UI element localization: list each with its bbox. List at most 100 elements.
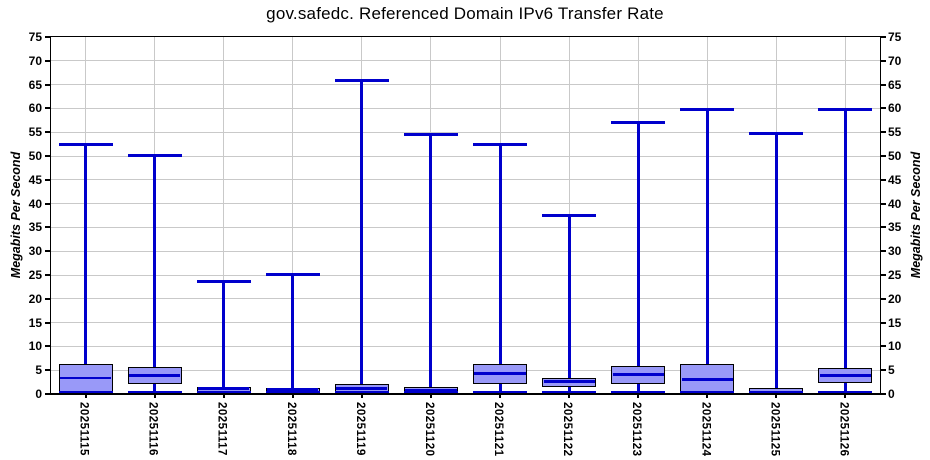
whisker-upper	[360, 80, 364, 384]
y-tick-right	[880, 274, 886, 276]
x-tick	[775, 394, 778, 398]
whisker-cap-min	[196, 391, 251, 394]
y-tick-label-left: 20	[28, 291, 42, 306]
h-gridline	[51, 107, 880, 109]
x-tick-label: 20251126	[837, 402, 850, 457]
y-tick-right	[880, 155, 886, 157]
y-tick-left	[45, 107, 51, 110]
whisker-lower	[498, 384, 502, 394]
h-gridline	[51, 369, 880, 371]
whisker-cap-min	[473, 391, 528, 394]
y-tick-right	[880, 36, 886, 38]
y-tick-label-right: 45	[888, 172, 902, 187]
chart-title: gov.safedc. Referenced Domain IPv6 Trans…	[266, 4, 664, 23]
x-tick	[84, 394, 87, 398]
y-tick-label-right: 40	[888, 196, 902, 211]
whisker-cap-max	[473, 142, 528, 146]
y-tick-label-right: 15	[888, 315, 902, 330]
whisker-upper	[222, 281, 226, 387]
whisker-lower	[567, 386, 571, 394]
h-gridline	[51, 84, 880, 86]
y-tick-right	[880, 59, 886, 62]
x-tick-label: 20251120	[422, 402, 435, 457]
x-tick-label: 20251118	[284, 402, 297, 456]
whisker-cap-min	[680, 391, 735, 394]
whisker-cap-max	[611, 121, 666, 125]
y-tick-label-left: 75	[28, 30, 42, 44]
plot-frame	[50, 36, 881, 395]
whisker-upper	[636, 122, 640, 367]
x-tick-label: 20251124	[699, 402, 712, 457]
y-tick-left	[45, 155, 51, 157]
x-tick	[360, 394, 363, 398]
whisker-upper	[429, 134, 433, 387]
h-gridline	[51, 179, 880, 181]
y-tick-right	[880, 345, 886, 348]
x-tick-label: 20251125	[768, 402, 781, 457]
whisker-cap-min	[611, 391, 666, 394]
y-tick-left	[45, 226, 51, 229]
x-tick	[222, 394, 225, 398]
y-tick-right	[880, 226, 886, 229]
y-tick-label-right: 5	[888, 363, 895, 378]
whisker-cap-min	[542, 391, 597, 394]
y-tick-left	[45, 393, 51, 395]
h-gridline	[51, 322, 880, 324]
y-tick-label-right: 75	[888, 30, 902, 44]
y-tick-left	[45, 59, 51, 62]
h-gridline	[51, 203, 880, 205]
median-line	[59, 376, 112, 380]
median-line	[474, 372, 526, 375]
median-line	[198, 387, 250, 391]
y-tick-label-left: 30	[28, 244, 42, 259]
y-tick-left	[45, 369, 51, 372]
v-gridline	[223, 37, 225, 394]
whisker-cap-min	[403, 391, 458, 394]
y-axis-title-right: Megabits Per Second	[909, 151, 923, 278]
h-gridline	[51, 60, 880, 62]
whisker-cap-max	[334, 79, 389, 83]
y-tick-right	[880, 369, 886, 372]
x-tick	[499, 394, 502, 398]
y-tick-label-right: 10	[888, 339, 902, 354]
whisker-lower	[636, 384, 640, 394]
x-tick-label: 20251122	[561, 402, 574, 457]
whisker-upper	[498, 144, 502, 364]
y-tick-label-left: 60	[28, 101, 42, 116]
x-tick-label: 20251121	[492, 402, 505, 457]
y-tick-label-right: 60	[888, 101, 902, 116]
whisker-cap-max	[127, 153, 182, 157]
median-line	[405, 389, 457, 392]
whisker-cap-max	[403, 133, 458, 137]
whisker-cap-min	[265, 391, 320, 394]
h-gridline	[51, 250, 880, 252]
whisker-cap-max	[749, 132, 804, 136]
median-line	[681, 377, 733, 381]
x-axis-line	[50, 393, 881, 396]
y-tick-left	[45, 321, 51, 324]
whisker-cap-max	[196, 279, 251, 283]
h-gridline	[51, 131, 880, 133]
y-tick-label-left: 0	[35, 387, 42, 401]
y-tick-label-left: 45	[28, 172, 42, 187]
y-tick-label-right: 25	[888, 268, 902, 282]
h-gridline	[51, 155, 880, 157]
whisker-lower	[843, 383, 847, 394]
y-tick-right	[880, 107, 886, 110]
whisker-lower	[153, 384, 157, 394]
y-tick-left	[45, 250, 51, 253]
y-tick-left	[45, 202, 51, 205]
x-tick	[291, 394, 294, 398]
median-line	[750, 390, 802, 394]
whisker-cap-min	[818, 391, 873, 394]
median-line	[819, 374, 872, 377]
y-tick-left	[45, 274, 51, 276]
median-line	[612, 373, 664, 376]
x-tick	[153, 394, 156, 398]
h-gridline	[51, 226, 880, 228]
y-tick-label-left: 55	[28, 125, 42, 140]
y-tick-label-left: 40	[28, 196, 42, 211]
y-tick-left	[45, 345, 51, 348]
y-tick-right	[880, 250, 886, 253]
